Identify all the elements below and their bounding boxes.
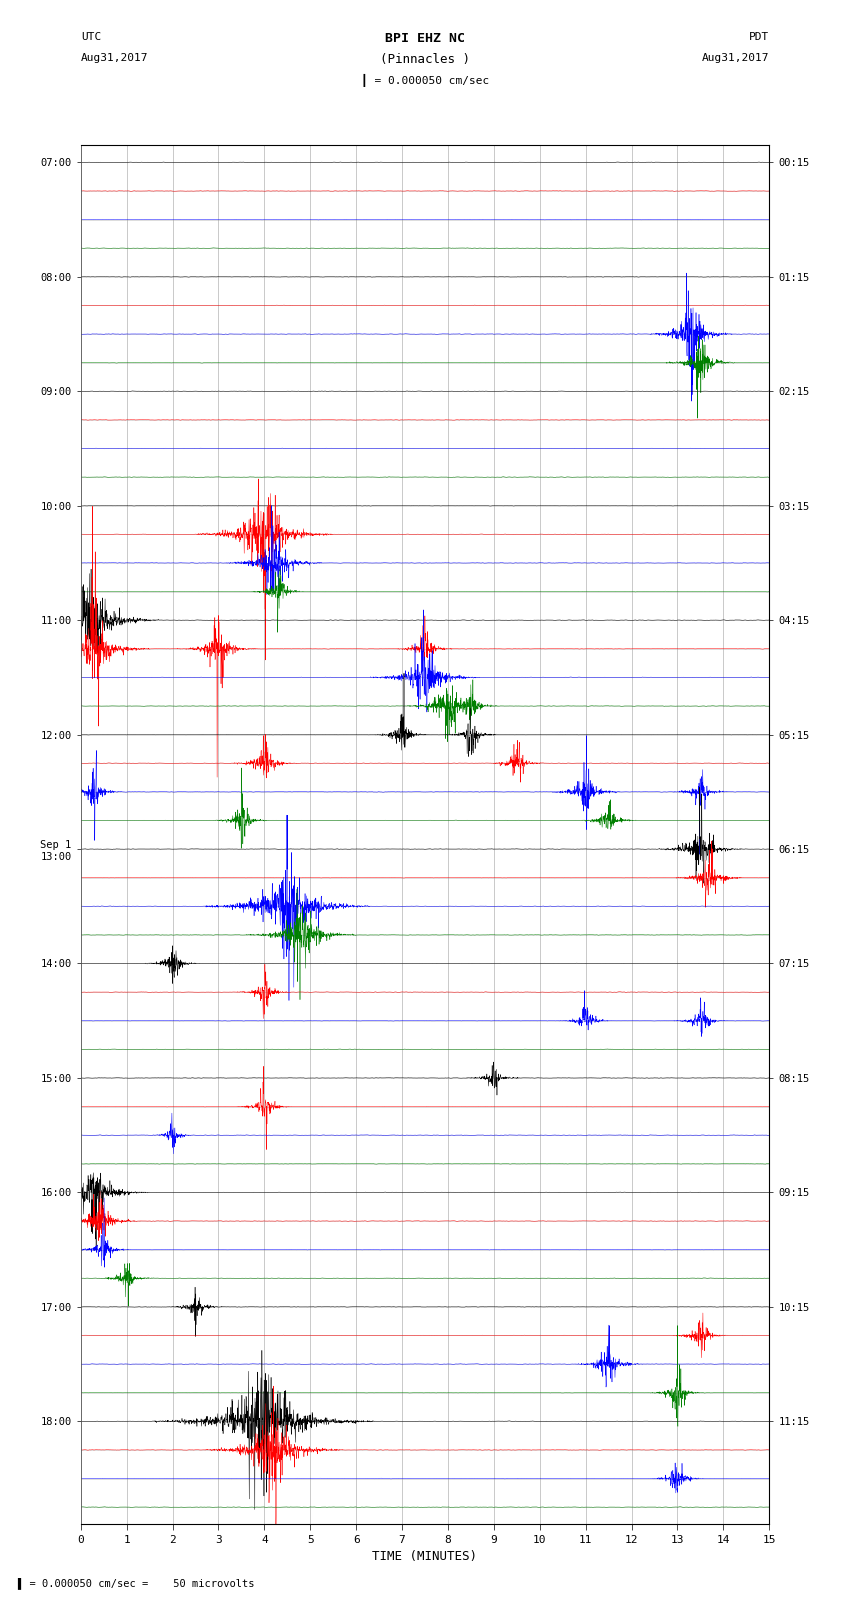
X-axis label: TIME (MINUTES): TIME (MINUTES) [372, 1550, 478, 1563]
Text: Aug31,2017: Aug31,2017 [702, 53, 769, 63]
Text: (Pinnacles ): (Pinnacles ) [380, 53, 470, 66]
Text: BPI EHZ NC: BPI EHZ NC [385, 32, 465, 45]
Text: ┃ = 0.000050 cm/sec: ┃ = 0.000050 cm/sec [361, 74, 489, 87]
Text: PDT: PDT [749, 32, 769, 42]
Text: UTC: UTC [81, 32, 101, 42]
Text: ▌ = 0.000050 cm/sec =    50 microvolts: ▌ = 0.000050 cm/sec = 50 microvolts [17, 1578, 254, 1589]
Text: Aug31,2017: Aug31,2017 [81, 53, 148, 63]
